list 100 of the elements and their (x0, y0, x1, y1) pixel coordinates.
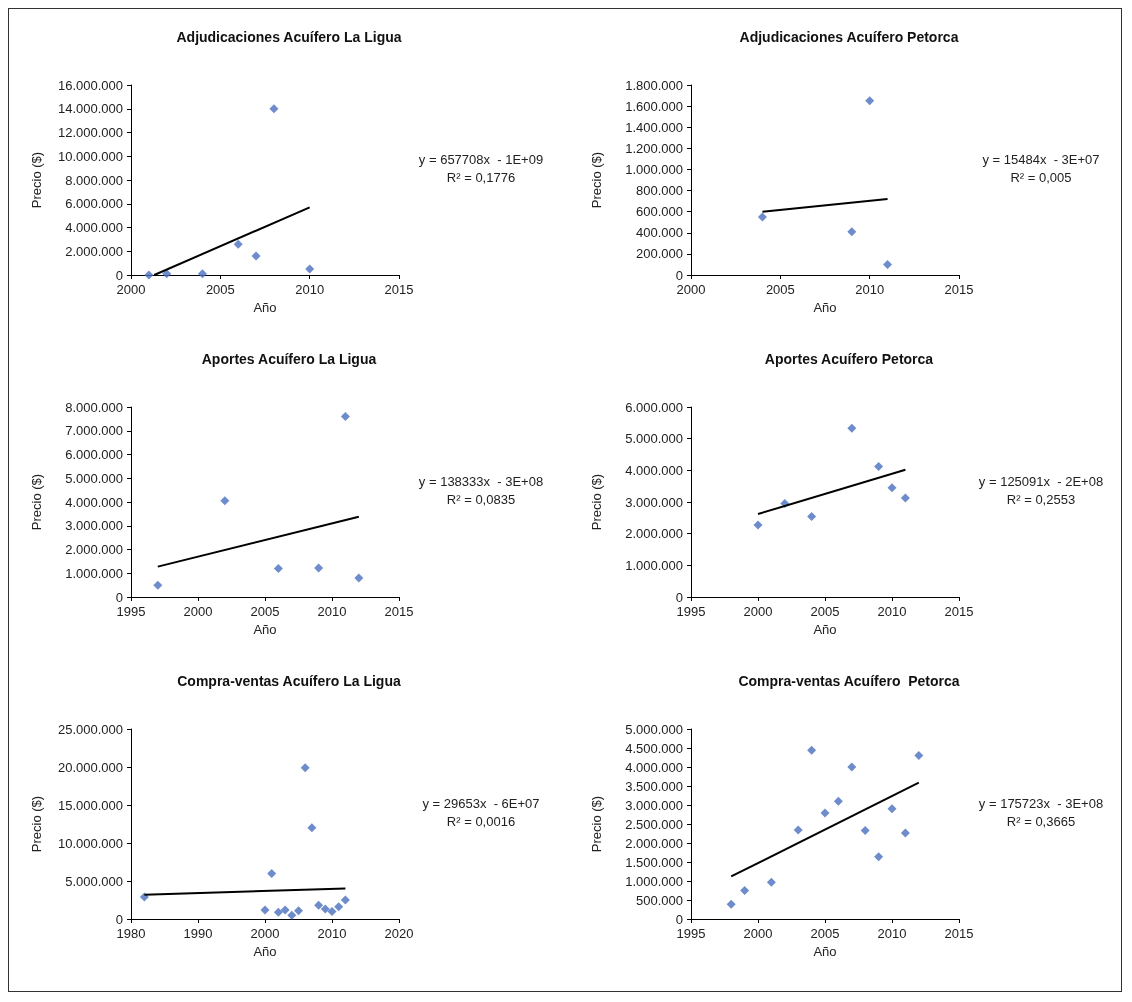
point (294, 906, 303, 916)
text: y = 15484x - 3E+07 (982, 152, 1100, 167)
point (273, 564, 283, 573)
x-tick-label: 2005 (250, 604, 280, 619)
x-tick-label: 2015 (944, 604, 974, 619)
x-tick-label: 2000 (250, 926, 280, 941)
point (865, 96, 875, 106)
point (162, 269, 172, 279)
x-tick-label: 2010 (317, 926, 347, 941)
point (220, 496, 230, 506)
y-tick-label: 1.000.000 (625, 873, 683, 889)
x-tick-label: 2000 (116, 282, 146, 297)
chart-title: Adjudicaciones Acuífero La Ligua (176, 29, 402, 45)
text: R² = 0,0016 (446, 814, 516, 829)
y-tick-label: 3.000.000 (625, 494, 683, 510)
y-tick-label: 1.000.000 (625, 161, 683, 177)
chart-title: Aportes Acuífero Petorca (764, 351, 934, 367)
y-tick-label: 1.000.000 (625, 557, 683, 573)
y-axis-title: Precio ($) (589, 795, 604, 853)
y-axis-title: Precio ($) (589, 473, 604, 531)
y-tick-label: 0 (115, 589, 123, 605)
y-tick-label: 20.000.000 (57, 759, 123, 775)
y-tick-label: 5.000.000 (65, 873, 123, 889)
x-tick-label: 2015 (944, 926, 974, 941)
point (280, 905, 290, 915)
y-tick-label: 4.000.000 (625, 462, 683, 478)
x-axis-title: Año (253, 944, 277, 959)
point (305, 264, 315, 274)
y-tick-label: 25.000.000 (57, 721, 123, 737)
point (900, 828, 910, 838)
point (900, 493, 910, 503)
text: y = 175723x - 3E+08 (978, 796, 1104, 811)
y-tick-label: 16.000.000 (57, 77, 123, 93)
text: R² = 0,1776 (446, 170, 516, 185)
point (314, 563, 324, 573)
x-tick-label: 2010 (877, 604, 907, 619)
point (914, 751, 924, 761)
point (860, 825, 870, 835)
x-tick-label: 2005 (765, 282, 795, 297)
point (267, 868, 277, 878)
y-tick-label: 8.000.000 (65, 399, 123, 415)
point (820, 808, 830, 818)
x-tick-label: 2015 (384, 604, 414, 619)
chart-title: Compra-ventas Acuífero Petorca (738, 673, 960, 689)
y-axis-title: Precio ($) (29, 151, 44, 209)
y-tick-label: 2.000.000 (65, 542, 123, 557)
x-axis-title: Año (253, 300, 277, 315)
x-tick-label: 2010 (295, 282, 325, 297)
y-tick-label: 10.000.000 (57, 148, 123, 164)
point (300, 763, 310, 773)
point (807, 512, 817, 522)
y-tick-label: 1.400.000 (625, 119, 683, 135)
point (197, 269, 207, 279)
y-tick-label: 1.800.000 (625, 77, 683, 93)
point (757, 212, 767, 222)
point (753, 520, 763, 530)
point (354, 573, 364, 583)
point (740, 886, 750, 895)
point (887, 804, 897, 814)
x-tick-label: 2005 (810, 604, 840, 619)
y-tick-label: 12.000.000 (57, 125, 123, 140)
x-axis-title: Año (813, 944, 837, 959)
x-tick-label: 1990 (183, 926, 213, 941)
x-tick-label: 2015 (944, 282, 974, 297)
point (847, 227, 857, 237)
x-tick-label: 2005 (810, 926, 840, 941)
y-tick-label: 2.000.000 (65, 243, 123, 259)
text: R² = 0,005 (1010, 170, 1072, 185)
point (260, 905, 270, 915)
x-tick-label: 1995 (676, 926, 706, 941)
text: y = 29653x - 6E+07 (422, 796, 540, 811)
point (883, 259, 893, 269)
point (327, 906, 337, 916)
point (340, 412, 350, 421)
y-tick-label: 4.500.000 (625, 740, 683, 756)
y-tick-label: 6.000.000 (65, 196, 123, 212)
x-tick-label: 2000 (183, 604, 213, 619)
x-tick-label: 2010 (855, 282, 885, 297)
point (887, 483, 897, 493)
y-tick-label: 3.000.000 (625, 797, 683, 813)
x-tick-label: 2020 (384, 926, 414, 941)
x-axis-title: Año (813, 622, 837, 637)
y-tick-label: 4.000.000 (65, 220, 123, 235)
x-tick-label: 2010 (877, 926, 907, 941)
x-tick-label: 1995 (676, 604, 706, 619)
y-tick-label: 6.000.000 (65, 447, 123, 462)
x-tick-label: 2010 (317, 604, 347, 619)
point (340, 895, 350, 905)
y-tick-label: 2.500.000 (625, 816, 683, 832)
text: y = 138333x - 3E+08 (418, 474, 544, 489)
y-tick-label: 5.000.000 (625, 721, 683, 737)
y-axis-title: Precio ($) (589, 151, 604, 209)
y-tick-label: 500.000 (636, 892, 683, 908)
text: R² = 0,2553 (1006, 492, 1076, 507)
y-tick-label: 4.000.000 (65, 494, 123, 510)
y-tick-label: 10.000.000 (57, 835, 123, 851)
y-axis-title: Precio ($) (29, 795, 44, 853)
chart-title: Compra-ventas Acuífero La Ligua (177, 673, 401, 689)
y-tick-label: 14.000.000 (57, 101, 123, 117)
y-tick-label: 400.000 (636, 225, 683, 241)
